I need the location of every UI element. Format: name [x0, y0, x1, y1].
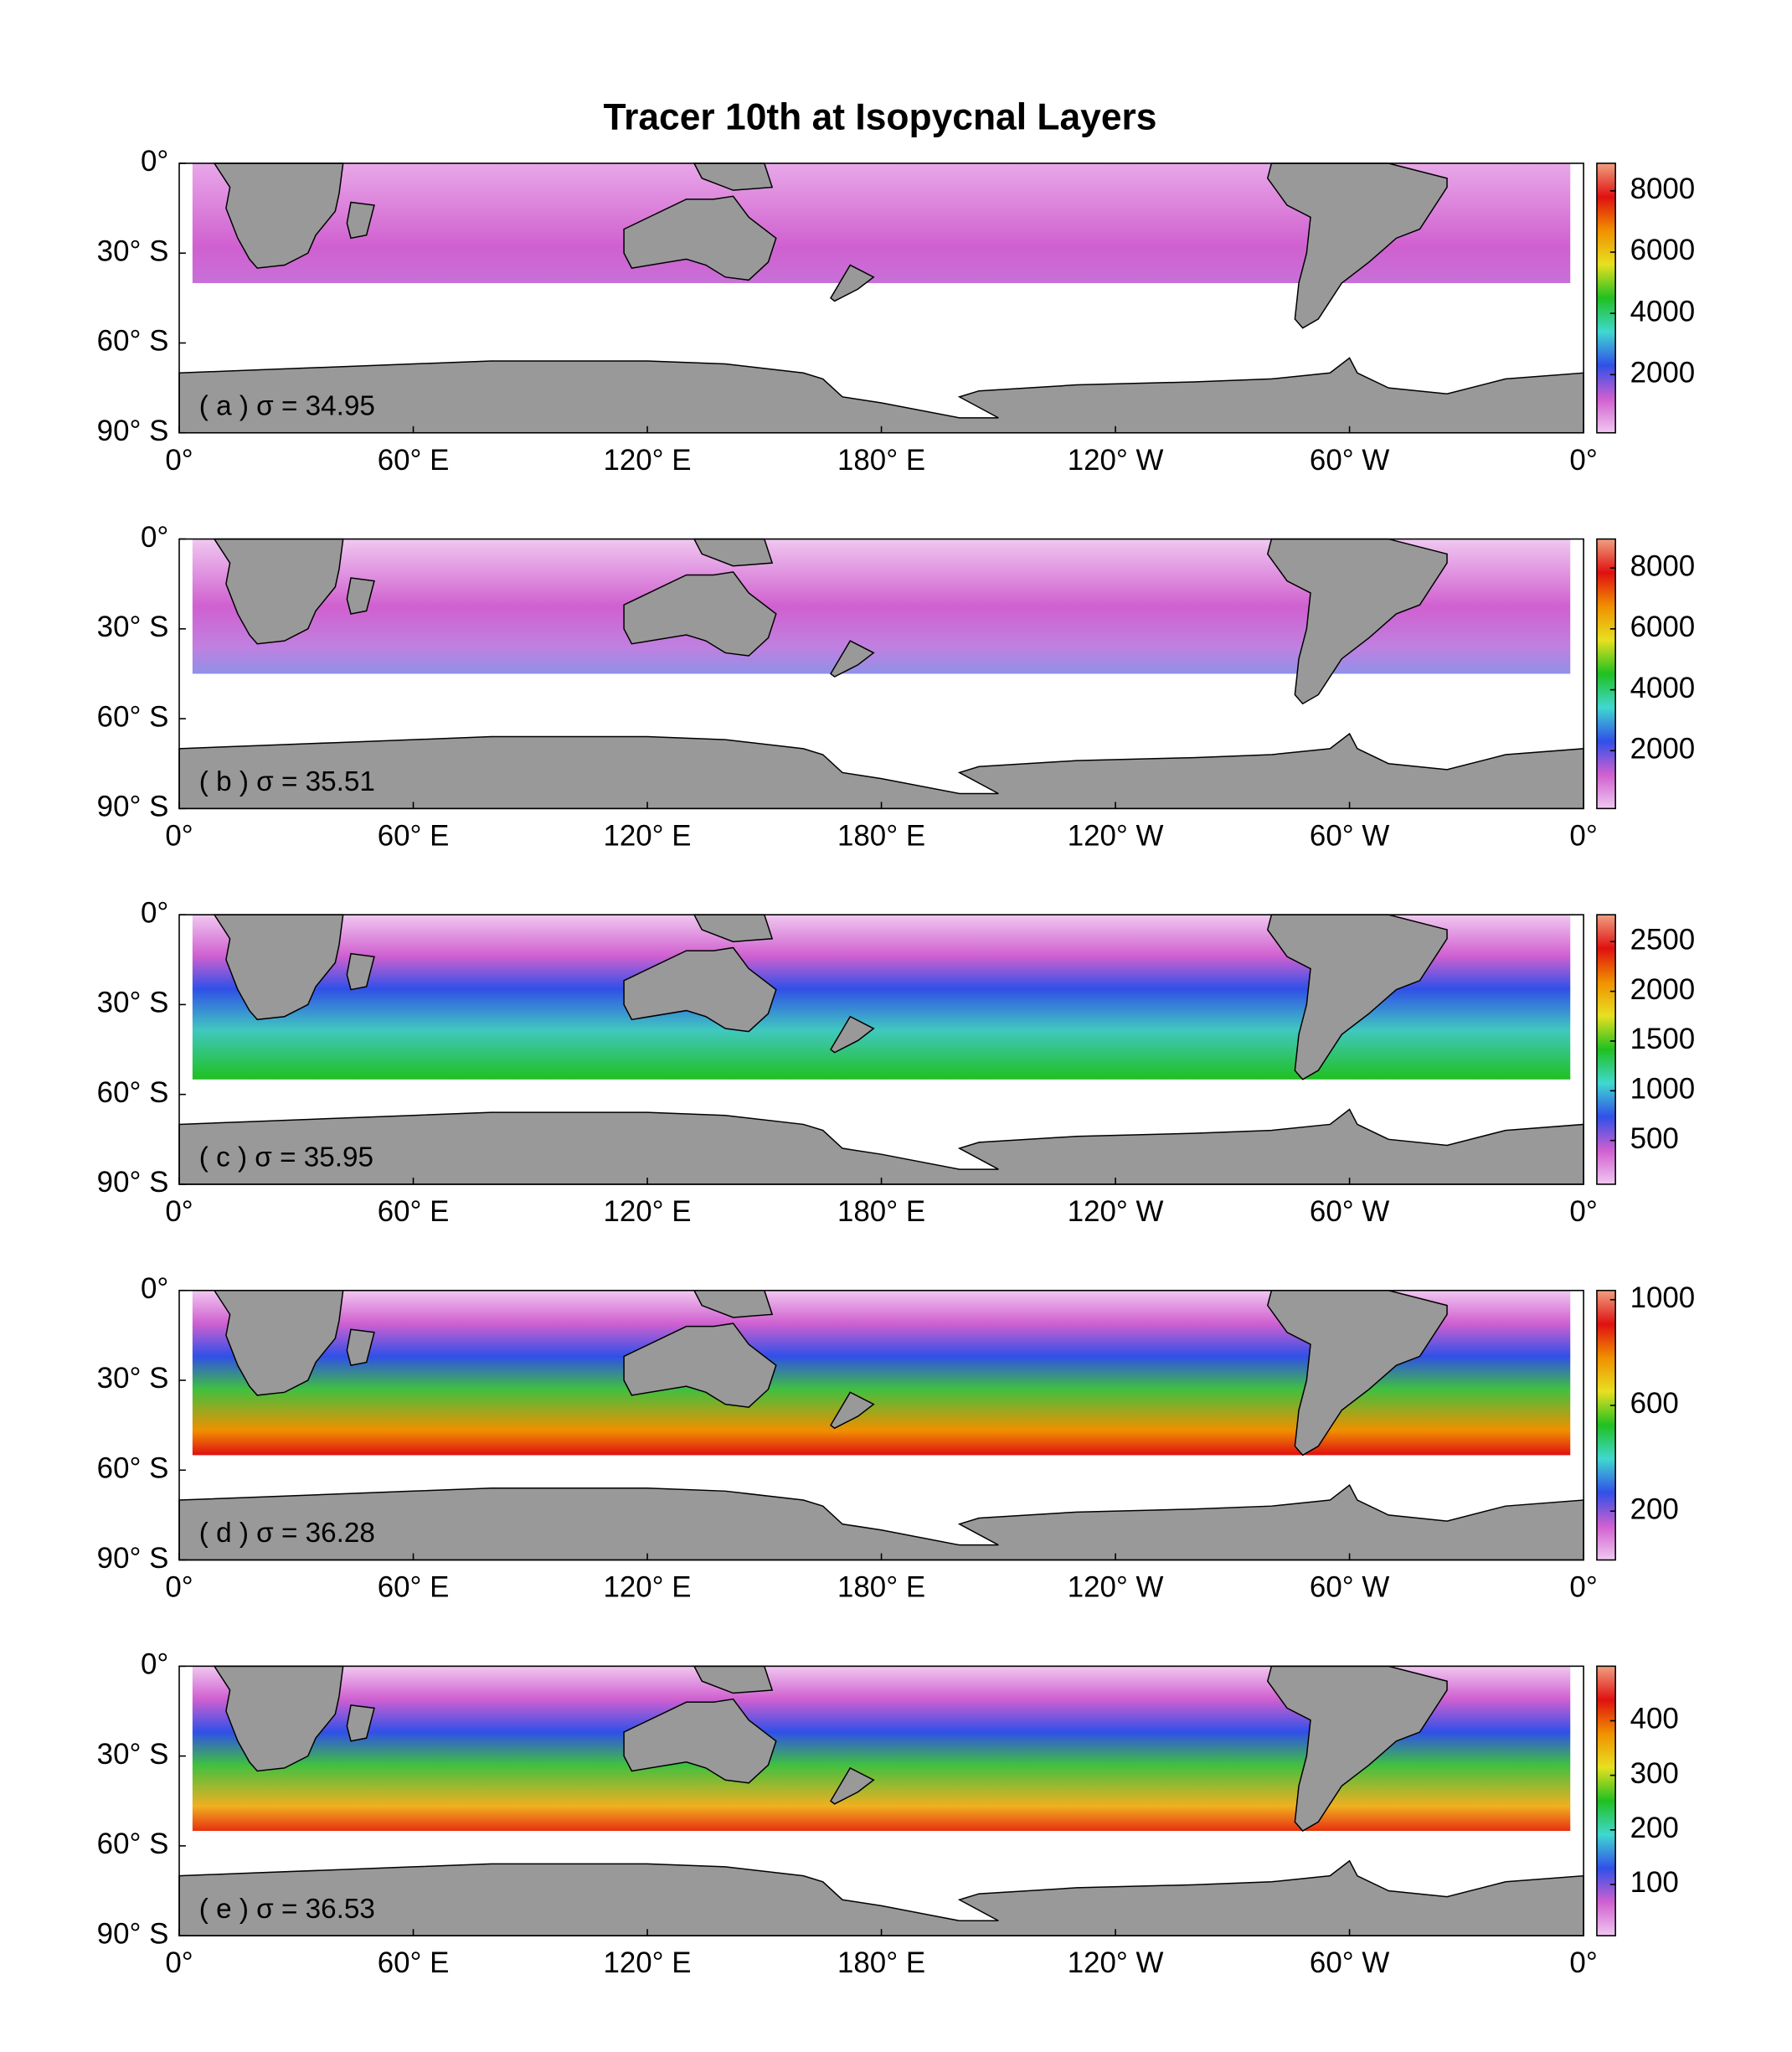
colorbar-tick-label: 8000: [1630, 549, 1696, 582]
colorbar-tick-label: 100: [1630, 1866, 1679, 1899]
y-tick-label: 0°: [141, 1272, 168, 1305]
colorbar-tick-label: 2500: [1630, 923, 1696, 956]
x-tick-label: 0°: [1569, 819, 1597, 852]
x-tick-label: 0°: [165, 819, 193, 852]
x-tick-label: 0°: [165, 1195, 193, 1228]
y-tick-label: 90° S: [97, 1542, 169, 1575]
x-tick-label: 180° E: [837, 1195, 925, 1228]
x-tick-label: 180° E: [837, 1571, 925, 1604]
colorbar-tick-label: 6000: [1630, 611, 1696, 643]
x-tick-label: 0°: [1569, 444, 1597, 477]
y-tick-label: 60° S: [97, 700, 169, 733]
colorbar-tick-label: 2000: [1630, 356, 1696, 389]
y-tick-label: 30° S: [97, 987, 169, 1019]
x-tick-label: 120° E: [604, 444, 692, 477]
y-tick-label: 30° S: [97, 611, 169, 643]
x-tick-label: 180° E: [837, 444, 925, 477]
figure-title: Tracer 10th at Isopycnal Layers: [603, 96, 1156, 137]
x-tick-label: 60° W: [1310, 1195, 1389, 1228]
colorbar: [1596, 1665, 1616, 1936]
colorbar-tick-label: 200: [1630, 1812, 1679, 1844]
y-tick-label: 30° S: [97, 235, 169, 267]
colorbar-tick-label: 2000: [1630, 732, 1696, 765]
y-tick-label: 60° S: [97, 1452, 169, 1485]
colorbar-tick-label: 6000: [1630, 234, 1696, 266]
x-tick-label: 120° W: [1068, 444, 1164, 477]
x-tick-label: 120° W: [1068, 1946, 1164, 1979]
x-tick-label: 60° W: [1310, 444, 1389, 477]
y-tick-label: 60° S: [97, 325, 169, 358]
colorbar-tick-label: 4000: [1630, 672, 1696, 704]
x-tick-label: 60° E: [378, 819, 450, 852]
colorbar-tick-label: 600: [1630, 1387, 1679, 1420]
y-tick-label: 0°: [141, 521, 168, 554]
y-tick-label: 90° S: [97, 1166, 169, 1199]
colorbar: [1596, 914, 1616, 1185]
x-tick-label: 60° W: [1310, 819, 1389, 852]
x-tick-label: 120° W: [1068, 819, 1164, 852]
x-tick-label: 180° E: [837, 1946, 925, 1979]
x-tick-label: 120° W: [1068, 1195, 1164, 1228]
y-tick-label: 30° S: [97, 1738, 169, 1771]
y-tick-label: 0°: [141, 145, 168, 178]
x-tick-label: 120° E: [604, 1946, 692, 1979]
panel-annotation: ( a ) σ = 34.95: [199, 390, 375, 421]
panel-annotation: ( c ) σ = 35.95: [199, 1142, 373, 1173]
x-tick-label: 120° W: [1068, 1571, 1164, 1604]
colorbar-tick-label: 8000: [1630, 173, 1696, 205]
y-tick-label: 90° S: [97, 415, 169, 447]
y-tick-label: 90° S: [97, 1917, 169, 1950]
colorbar-tick-label: 1000: [1630, 1073, 1696, 1106]
colorbar-tick-label: 4000: [1630, 295, 1696, 327]
colorbar: [1596, 1289, 1616, 1561]
x-tick-label: 120° E: [604, 819, 692, 852]
panel-annotation: ( d ) σ = 36.28: [199, 1518, 375, 1549]
y-tick-label: 30° S: [97, 1362, 169, 1395]
x-tick-label: 60° W: [1310, 1946, 1389, 1979]
y-tick-label: 0°: [141, 1648, 168, 1681]
y-tick-label: 60° S: [97, 1828, 169, 1860]
panel-annotation: ( e ) σ = 36.53: [199, 1894, 375, 1925]
x-tick-label: 120° E: [604, 1571, 692, 1604]
colorbar-tick-label: 2000: [1630, 973, 1696, 1006]
x-tick-label: 60° E: [378, 1571, 450, 1604]
y-tick-label: 60° S: [97, 1076, 169, 1109]
colorbar-tick-label: 300: [1630, 1757, 1679, 1790]
x-tick-label: 0°: [1569, 1946, 1597, 1979]
x-tick-label: 60° E: [378, 444, 450, 477]
colorbar-tick-label: 500: [1630, 1122, 1679, 1155]
x-tick-label: 180° E: [837, 819, 925, 852]
x-tick-label: 0°: [1569, 1195, 1597, 1228]
panel-annotation: ( b ) σ = 35.51: [199, 766, 375, 797]
x-tick-label: 60° E: [378, 1946, 450, 1979]
x-tick-label: 60° E: [378, 1195, 450, 1228]
colorbar: [1596, 162, 1616, 434]
colorbar-tick-label: 1500: [1630, 1023, 1696, 1055]
x-tick-label: 0°: [1569, 1571, 1597, 1604]
x-tick-label: 60° W: [1310, 1571, 1389, 1604]
x-tick-label: 0°: [165, 1946, 193, 1979]
colorbar-tick-label: 1000: [1630, 1281, 1696, 1314]
x-tick-label: 0°: [165, 1571, 193, 1604]
y-tick-label: 90° S: [97, 791, 169, 823]
x-tick-label: 0°: [165, 444, 193, 477]
colorbar: [1596, 538, 1616, 810]
colorbar-tick-label: 400: [1630, 1703, 1679, 1735]
colorbar-tick-label: 200: [1630, 1493, 1679, 1525]
y-tick-label: 0°: [141, 896, 168, 929]
x-tick-label: 120° E: [604, 1195, 692, 1228]
